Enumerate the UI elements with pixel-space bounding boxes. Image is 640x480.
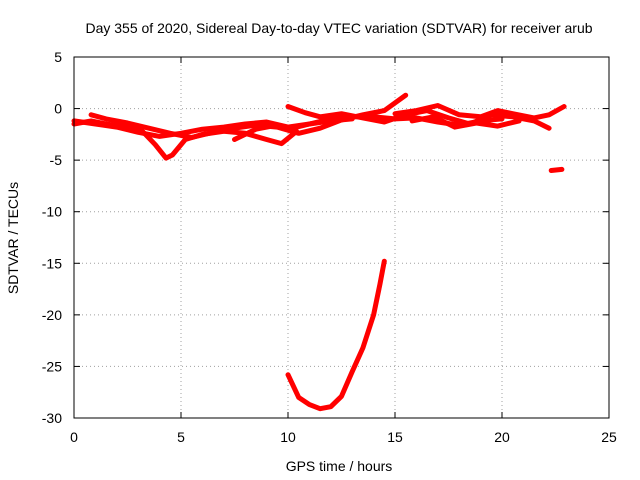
series-short-segment [548,166,565,173]
x-tick-label: 15 [387,429,403,445]
y-tick-label: -30 [42,410,62,426]
x-tick-label: 10 [280,429,296,445]
x-tick-label: 5 [177,429,185,445]
y-tick-label: -25 [42,358,62,374]
y-axis-label: SDTVAR / TECUs [5,182,21,294]
tick-labels: 0 5 10 15 20 25 -30 -25 -20 -15 -10 -5 0 5 [42,49,617,445]
plot-frame [73,56,610,419]
data-series [71,92,567,412]
y-tick-label: 5 [54,49,62,65]
chart-title: Day 355 of 2020, Sidereal Day-to-day VTE… [85,20,592,36]
x-tick-label: 0 [70,429,78,445]
series-track-7 [409,114,522,130]
y-tick-label: -15 [42,255,62,271]
y-tick-label: -10 [42,204,62,220]
y-tick-label: 0 [54,101,62,117]
x-tick-label: 25 [601,429,617,445]
grid [74,57,609,418]
x-axis-label: GPS time / hours [286,458,393,474]
series-dip [285,258,387,412]
y-tick-label: -5 [50,152,63,168]
axis-ticks [73,56,610,419]
series-track-6 [392,103,567,121]
y-tick-label: -20 [42,307,62,323]
x-tick-label: 20 [494,429,510,445]
